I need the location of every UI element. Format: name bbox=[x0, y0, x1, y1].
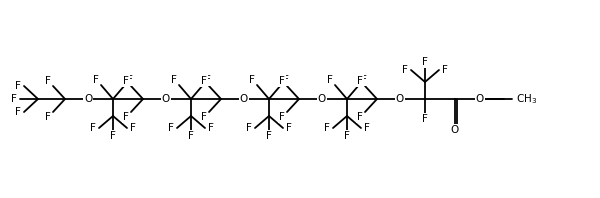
Text: F: F bbox=[422, 57, 428, 67]
Text: F: F bbox=[208, 123, 214, 133]
Text: F: F bbox=[127, 75, 133, 85]
Text: F: F bbox=[249, 75, 255, 85]
Text: F: F bbox=[15, 81, 21, 91]
Text: F: F bbox=[123, 112, 129, 122]
Text: F: F bbox=[364, 123, 370, 133]
Text: F: F bbox=[266, 131, 272, 141]
Text: F: F bbox=[205, 75, 211, 85]
Text: F: F bbox=[110, 131, 116, 141]
Text: F: F bbox=[357, 112, 363, 122]
Text: F: F bbox=[171, 75, 177, 85]
Text: F: F bbox=[402, 65, 408, 75]
Text: F: F bbox=[11, 94, 17, 104]
Text: F: F bbox=[45, 112, 51, 122]
Text: F: F bbox=[361, 75, 367, 85]
Text: F: F bbox=[279, 112, 285, 122]
Text: F: F bbox=[130, 123, 136, 133]
Text: O: O bbox=[84, 94, 92, 104]
Text: F: F bbox=[246, 123, 252, 133]
Text: O: O bbox=[451, 125, 459, 135]
Text: F: F bbox=[422, 114, 428, 124]
Text: F: F bbox=[344, 131, 350, 141]
Text: F: F bbox=[15, 107, 21, 117]
Text: F: F bbox=[286, 123, 292, 133]
Text: F: F bbox=[283, 75, 289, 85]
Text: F: F bbox=[168, 123, 174, 133]
Text: F: F bbox=[201, 76, 207, 86]
Text: F: F bbox=[90, 123, 96, 133]
Text: O: O bbox=[396, 94, 404, 104]
Text: O: O bbox=[162, 94, 170, 104]
Text: F: F bbox=[324, 123, 330, 133]
Text: O: O bbox=[476, 94, 484, 104]
Text: F: F bbox=[188, 131, 194, 141]
Text: O: O bbox=[318, 94, 326, 104]
Text: CH$_3$: CH$_3$ bbox=[516, 92, 537, 106]
Text: F: F bbox=[201, 112, 207, 122]
Text: F: F bbox=[357, 76, 363, 86]
Text: F: F bbox=[279, 76, 285, 86]
Text: F: F bbox=[123, 76, 129, 86]
Text: O: O bbox=[240, 94, 248, 104]
Text: F: F bbox=[45, 76, 51, 86]
Text: F: F bbox=[442, 65, 448, 75]
Text: F: F bbox=[93, 75, 99, 85]
Text: F: F bbox=[327, 75, 333, 85]
